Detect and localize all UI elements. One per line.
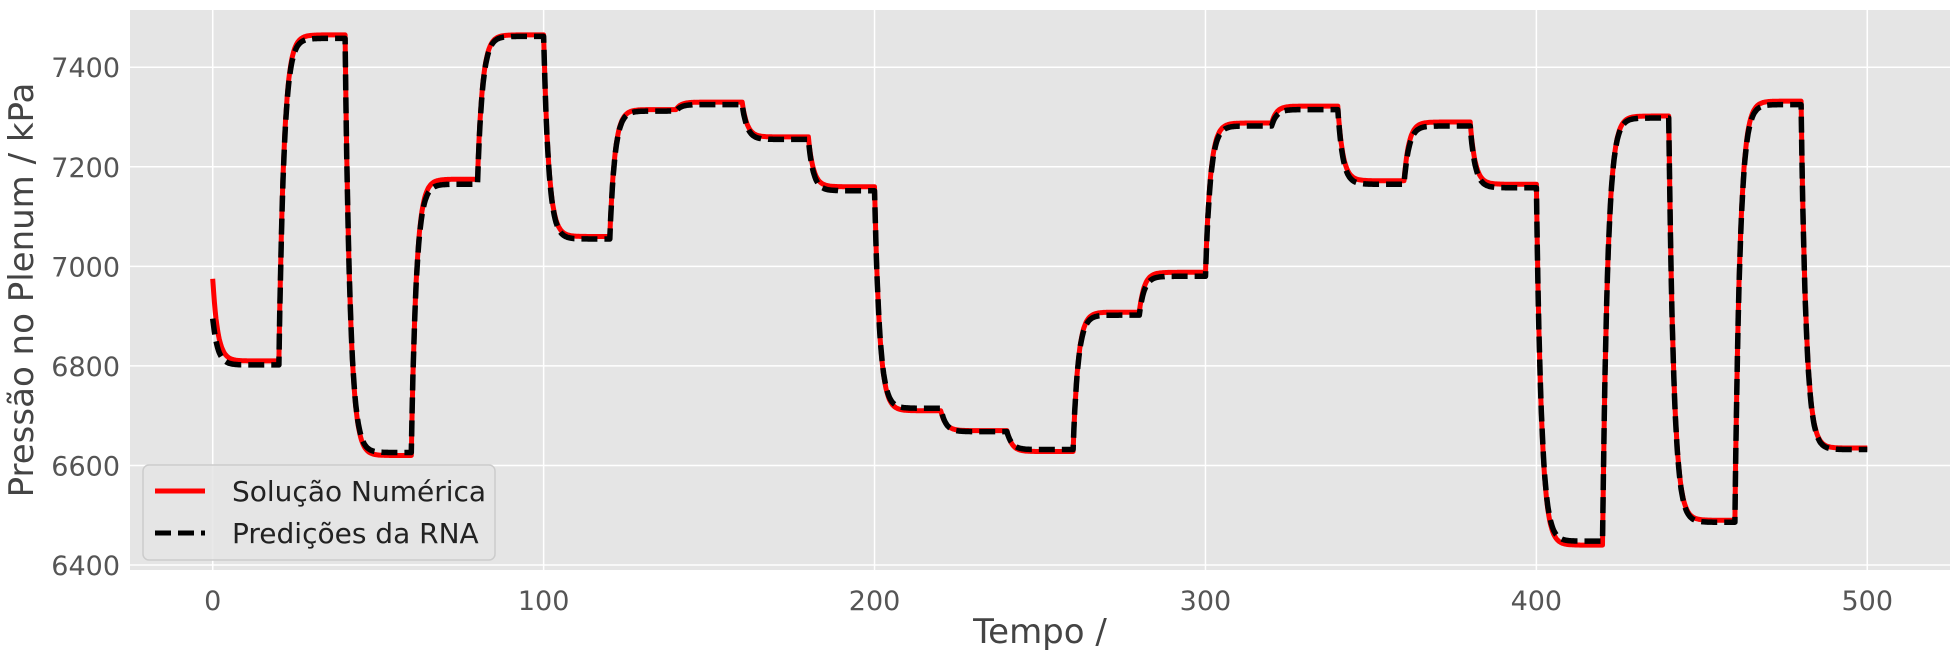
legend: Solução Numérica Predições da RNA — [142, 464, 496, 561]
y-tick-label: 6800 — [51, 352, 120, 383]
x-tick-label: 200 — [849, 586, 901, 617]
legend-label-numerica: Solução Numérica — [232, 475, 486, 508]
legend-label-rna: Predições da RNA — [232, 517, 479, 550]
x-axis-label: Tempo / — [972, 612, 1107, 652]
y-tick-label: 6400 — [51, 551, 120, 582]
y-axis-label: Pressão no Plenum / kPa — [2, 83, 42, 498]
y-tick-label: 6600 — [51, 451, 120, 482]
series-line-predicoes-rna — [209, 33, 1870, 544]
x-tick-label: 500 — [1841, 586, 1893, 617]
y-tick-label: 7200 — [51, 153, 120, 184]
y-tick-label: 7400 — [51, 53, 120, 84]
y-tick-label: 7000 — [51, 252, 120, 283]
x-tick-label: 0 — [204, 586, 221, 617]
legend-box — [142, 464, 496, 561]
tick-labels: 0 100 200 300 400 500 6400 6600 6800 7000 7200 7400 — [51, 53, 1893, 617]
x-tick-label: 400 — [1511, 586, 1563, 617]
x-tick-label: 300 — [1180, 586, 1232, 617]
x-tick-label: 100 — [518, 586, 570, 617]
series-lines — [209, 32, 1870, 548]
